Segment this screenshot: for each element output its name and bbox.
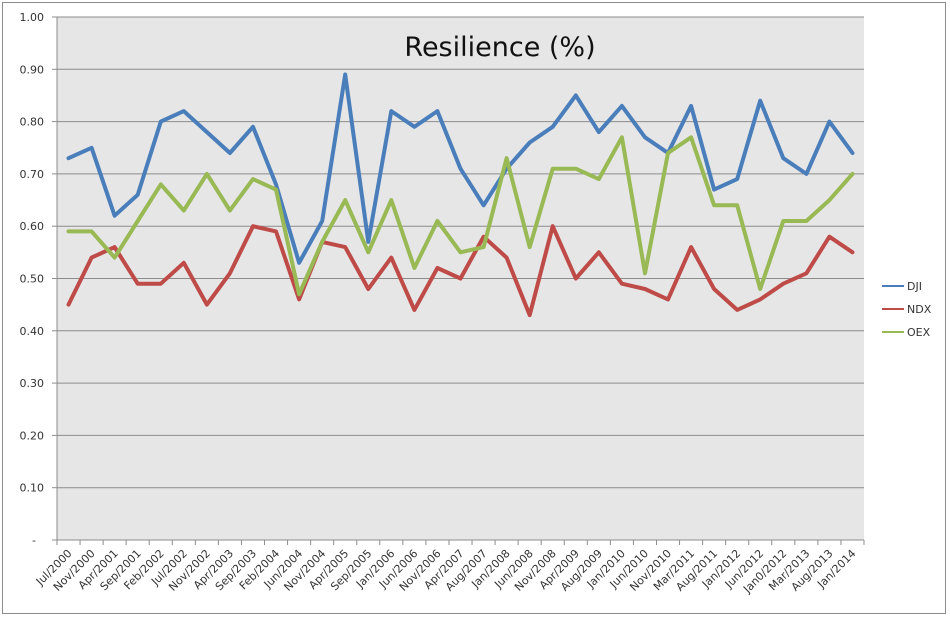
legend-label-oex: OEX — [907, 326, 931, 339]
x-axis: Jul/2000Nov/2000Apr/2001Sep/2001Feb/2002… — [33, 540, 865, 596]
legend-label-dji: DJI — [907, 280, 922, 293]
legend-label-ndx: NDX — [907, 303, 932, 316]
y-tick-label: 0.50 — [20, 273, 45, 286]
y-tick-label: 0.60 — [20, 220, 45, 233]
y-tick-label: 0.80 — [20, 116, 45, 129]
y-axis: - 0.10 0.20 0.30 0.40 0.50 0.60 0.70 0.80 0.90 1.0… — [20, 11, 58, 547]
series-line-oex — [66, 135, 855, 297]
y-tick-label: 1.00 — [20, 11, 45, 24]
y-tick-label: 0.90 — [20, 63, 45, 76]
y-tick-label: 0.40 — [20, 325, 45, 338]
y-tick-label: 0.30 — [20, 377, 45, 390]
y-tick-label: 0.10 — [20, 482, 45, 495]
y-tick-label: 0.70 — [20, 168, 45, 181]
series-lines — [66, 72, 855, 318]
series-line-ndx — [66, 224, 855, 318]
series-line-dji — [66, 72, 855, 265]
y-tick-label: - — [32, 534, 36, 547]
chart-title: Resilience (%) — [404, 32, 595, 63]
legend: DJI NDX OEX — [882, 280, 932, 339]
y-tick-label: 0.20 — [20, 429, 45, 442]
